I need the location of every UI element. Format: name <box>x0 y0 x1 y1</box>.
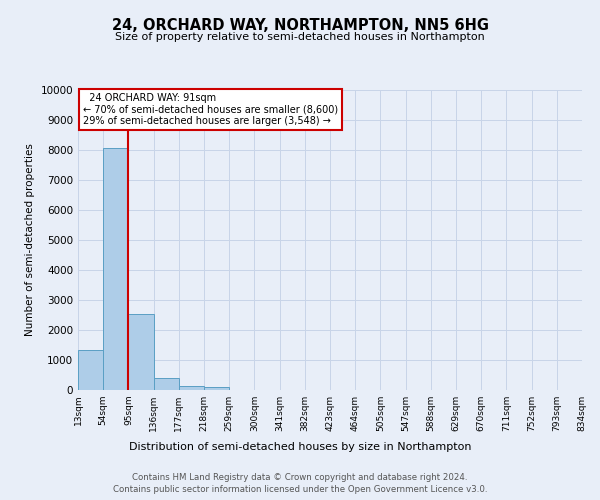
Text: Contains HM Land Registry data © Crown copyright and database right 2024.: Contains HM Land Registry data © Crown c… <box>132 472 468 482</box>
Text: Size of property relative to semi-detached houses in Northampton: Size of property relative to semi-detach… <box>115 32 485 42</box>
Text: 24 ORCHARD WAY: 91sqm  
← 70% of semi-detached houses are smaller (8,600)
29% of: 24 ORCHARD WAY: 91sqm ← 70% of semi-deta… <box>83 93 338 126</box>
Y-axis label: Number of semi-detached properties: Number of semi-detached properties <box>25 144 35 336</box>
Bar <box>128 314 154 390</box>
Bar <box>204 387 229 390</box>
Text: Distribution of semi-detached houses by size in Northampton: Distribution of semi-detached houses by … <box>129 442 471 452</box>
Bar <box>179 386 204 390</box>
Bar <box>78 350 103 390</box>
Bar <box>154 378 179 390</box>
Text: Contains public sector information licensed under the Open Government Licence v3: Contains public sector information licen… <box>113 485 487 494</box>
Bar <box>103 148 128 390</box>
Text: 24, ORCHARD WAY, NORTHAMPTON, NN5 6HG: 24, ORCHARD WAY, NORTHAMPTON, NN5 6HG <box>112 18 488 32</box>
